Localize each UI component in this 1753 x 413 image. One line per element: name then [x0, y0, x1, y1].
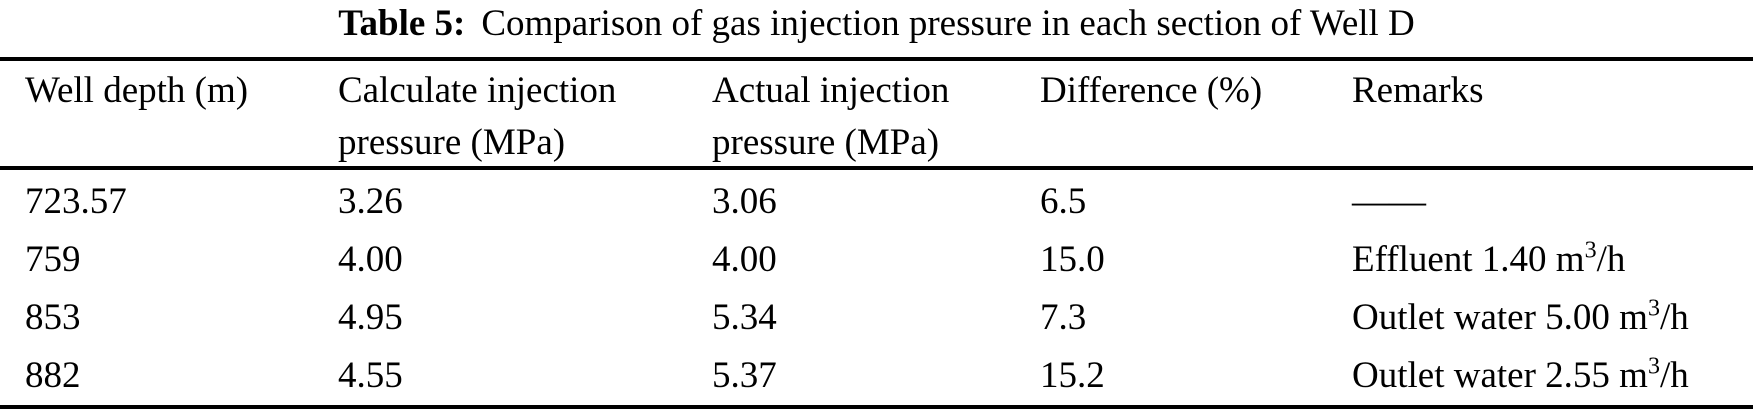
remark-text: Effluent 1.40 m — [1352, 239, 1585, 280]
cell-well-depth: 759 — [25, 239, 81, 280]
header-cell-remarks: Remarks — [1352, 65, 1753, 169]
remark-unit: /h — [1659, 297, 1689, 338]
header-line: Actual injection — [712, 70, 950, 111]
cell-calculated-pressure: 4.95 — [338, 297, 403, 338]
table-bottom-rule — [0, 405, 1753, 409]
header-line: pressure (MPa) — [712, 122, 940, 163]
header-line: pressure (MPa) — [338, 122, 566, 163]
cell-difference: 15.0 — [1040, 239, 1105, 280]
table-header-row: Well depth (m) Calculate injection press… — [0, 65, 1753, 169]
cell-calculated-pressure: 3.26 — [338, 181, 403, 222]
table-row: 882 4.55 5.37 15.2 Outlet water 2.55 m3/… — [0, 347, 1753, 405]
cell-well-depth: 723.57 — [25, 181, 127, 222]
remark-unit: /h — [1596, 239, 1626, 280]
header-line: Remarks — [1352, 70, 1484, 111]
header-line: Well depth (m) — [25, 70, 249, 111]
cell-actual-pressure: 3.06 — [712, 181, 777, 222]
remark-unit: /h — [1659, 355, 1689, 396]
remark-text: Outlet water 2.55 m — [1352, 355, 1648, 396]
remark-text: —— — [1352, 181, 1426, 222]
cell-calculated-pressure: 4.55 — [338, 355, 403, 396]
header-cell-well-depth: Well depth (m) — [0, 65, 338, 169]
table-row: 853 4.95 5.34 7.3 Outlet water 5.00 m3/h — [0, 289, 1753, 347]
cell-remarks: Outlet water 5.00 m3/h — [1352, 289, 1753, 347]
cell-actual-pressure: 4.00 — [712, 239, 777, 280]
header-line: Calculate injection — [338, 70, 617, 111]
table-row: 759 4.00 4.00 15.0 Effluent 1.40 m3/h — [0, 231, 1753, 289]
header-cell-calculated-pressure: Calculate injection pressure (MPa) — [338, 65, 712, 169]
cell-difference: 6.5 — [1040, 181, 1087, 222]
header-cell-difference: Difference (%) — [1040, 65, 1352, 169]
header-line: Difference (%) — [1040, 70, 1263, 111]
table-caption-label: Table 5: — [338, 3, 466, 44]
cell-difference: 7.3 — [1040, 297, 1087, 338]
remark-superscript: 3 — [1647, 295, 1660, 322]
remark-superscript: 3 — [1584, 237, 1597, 264]
table-row: 723.57 3.26 3.06 6.5 —— — [0, 173, 1753, 231]
cell-remarks: Effluent 1.40 m3/h — [1352, 231, 1753, 289]
remark-text: Outlet water 5.00 m — [1352, 297, 1648, 338]
remark-superscript: 3 — [1647, 353, 1660, 380]
header-cell-actual-pressure: Actual injection pressure (MPa) — [712, 65, 1040, 169]
cell-difference: 15.2 — [1040, 355, 1105, 396]
cell-remarks: Outlet water 2.55 m3/h — [1352, 347, 1753, 405]
cell-calculated-pressure: 4.00 — [338, 239, 403, 280]
cell-well-depth: 882 — [25, 355, 81, 396]
table-top-rule — [0, 57, 1753, 61]
cell-actual-pressure: 5.37 — [712, 355, 777, 396]
cell-actual-pressure: 5.34 — [712, 297, 777, 338]
table-caption: Table 5: Comparison of gas injection pres… — [0, 2, 1753, 46]
cell-remarks: —— — [1352, 173, 1753, 231]
cell-well-depth: 853 — [25, 297, 81, 338]
table-caption-text: Comparison of gas injection pressure in … — [481, 3, 1415, 44]
table-body: 723.57 3.26 3.06 6.5 —— 759 4.00 4.00 15… — [0, 173, 1753, 405]
table-header-rule — [0, 166, 1753, 170]
